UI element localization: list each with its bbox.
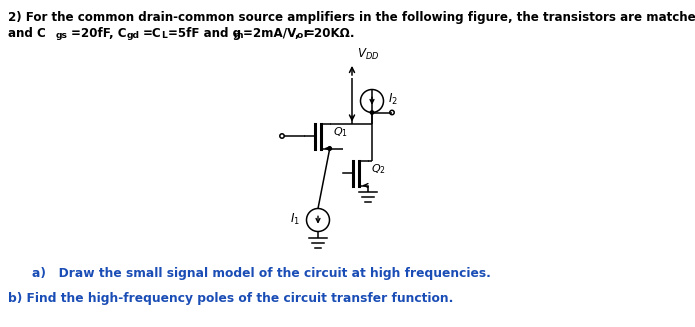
- Text: L: L: [161, 31, 167, 41]
- Text: o: o: [297, 31, 303, 41]
- Text: gd: gd: [127, 31, 140, 41]
- Text: =5fF and g: =5fF and g: [168, 27, 241, 40]
- Text: =2mA/V, r: =2mA/V, r: [243, 27, 309, 40]
- Text: $I_1$: $I_1$: [290, 212, 300, 227]
- Text: $Q_1$: $Q_1$: [333, 125, 348, 139]
- Text: =20KΩ.: =20KΩ.: [305, 27, 356, 40]
- Text: $Q_2$: $Q_2$: [370, 162, 386, 176]
- Text: $I_2$: $I_2$: [388, 92, 398, 107]
- Text: =C: =C: [143, 27, 162, 40]
- Text: gs: gs: [56, 31, 68, 41]
- Text: m: m: [233, 31, 243, 41]
- Text: b) Find the high-frequency poles of the circuit transfer function.: b) Find the high-frequency poles of the …: [8, 292, 453, 305]
- Circle shape: [328, 147, 332, 150]
- Text: 2) For the common drain-common source amplifiers in the following figure, the tr: 2) For the common drain-common source am…: [8, 11, 695, 24]
- Text: and C: and C: [8, 27, 46, 40]
- Circle shape: [370, 111, 374, 114]
- Text: a)   Draw the small signal model of the circuit at high frequencies.: a) Draw the small signal model of the ci…: [32, 267, 491, 280]
- Text: =20fF, C: =20fF, C: [71, 27, 126, 40]
- Text: $V_{DD}$: $V_{DD}$: [357, 47, 379, 62]
